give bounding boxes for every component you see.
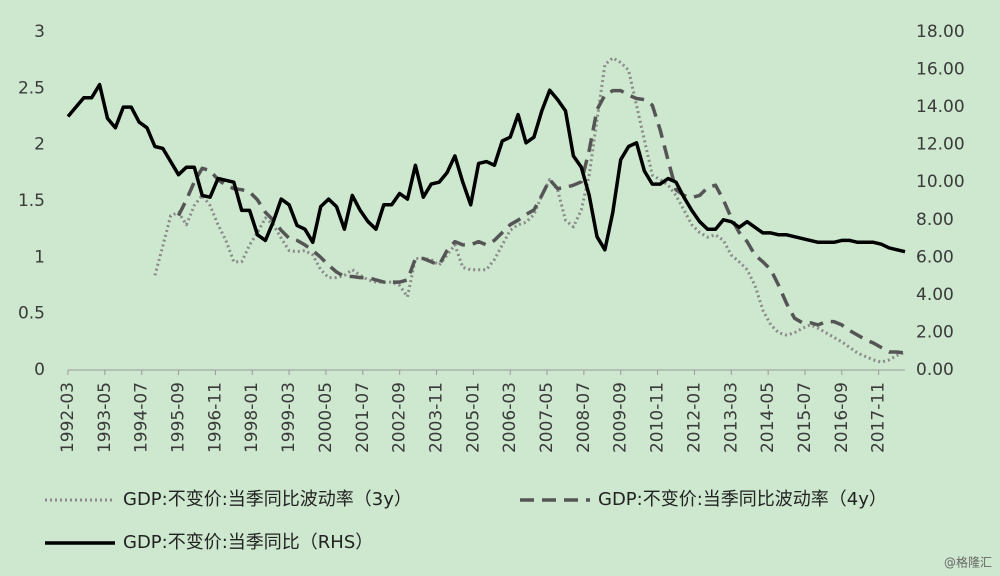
x-tick-label: 1993-05 bbox=[95, 382, 115, 453]
x-tick-label: 1995-09 bbox=[169, 382, 189, 453]
x-tick-label: 2006-03 bbox=[500, 382, 520, 453]
y-tick-label: 0.5 bbox=[18, 304, 45, 324]
legend-label: GDP:不变价:当季同比波动率（4y） bbox=[598, 489, 887, 510]
y2-tick-label: 18.00 bbox=[916, 22, 965, 42]
y2-tick-label: 2.00 bbox=[916, 322, 954, 342]
x-tick-label: 2001-07 bbox=[353, 382, 373, 453]
y2-tick-label: 12.00 bbox=[916, 135, 965, 155]
x-tick-label: 1994-07 bbox=[132, 382, 152, 453]
x-tick-label: 1999-03 bbox=[279, 382, 299, 453]
y-tick-label: 2.5 bbox=[18, 78, 45, 98]
y2-tick-label: 14.00 bbox=[916, 97, 965, 117]
x-tick-label: 2007-05 bbox=[537, 382, 557, 453]
x-tick-label: 1992-03 bbox=[58, 382, 78, 453]
x-tick-label: 2010-11 bbox=[648, 382, 668, 453]
x-tick-label: 2005-01 bbox=[463, 382, 483, 453]
x-tick-label: 2003-11 bbox=[426, 382, 446, 453]
x-tick-label: 1998-01 bbox=[242, 382, 262, 453]
x-tick-label: 2002-09 bbox=[390, 382, 410, 453]
watermark: @格隆汇 bbox=[944, 555, 992, 570]
x-tick-label: 2016-09 bbox=[832, 382, 852, 453]
y2-tick-label: 6.00 bbox=[916, 247, 954, 267]
y2-tick-label: 16.00 bbox=[916, 60, 965, 80]
series-line bbox=[66, 82, 906, 254]
x-tick-label: 2013-03 bbox=[721, 382, 741, 453]
legend-label: GDP:不变价:当季同比（RHS） bbox=[123, 532, 373, 553]
y-tick-label: 3 bbox=[34, 22, 45, 42]
x-tick-label: 2015-07 bbox=[795, 382, 815, 453]
x-tick-label: 1996-11 bbox=[205, 382, 225, 453]
y-tick-label: 0 bbox=[34, 360, 45, 380]
y2-tick-label: 8.00 bbox=[916, 210, 954, 230]
y2-tick-label: 10.00 bbox=[916, 172, 965, 192]
x-tick-label: 2008-07 bbox=[574, 382, 594, 453]
x-tick-label: 2017-11 bbox=[869, 382, 889, 453]
legend-label: GDP:不变价:当季同比波动率（3y） bbox=[123, 489, 412, 510]
x-tick-label: 2012-01 bbox=[684, 382, 704, 453]
x-tick-label: 2000-05 bbox=[316, 382, 336, 453]
y-tick-label: 2 bbox=[34, 135, 45, 155]
y-tick-label: 1 bbox=[34, 247, 45, 267]
series-line bbox=[176, 88, 906, 355]
y-tick-label: 1.5 bbox=[18, 191, 45, 211]
y2-tick-label: 4.00 bbox=[916, 285, 954, 305]
x-tick-label: 2014-05 bbox=[758, 382, 778, 453]
x-tick-label: 2009-09 bbox=[611, 382, 631, 453]
y2-tick-label: 0.00 bbox=[916, 360, 954, 380]
